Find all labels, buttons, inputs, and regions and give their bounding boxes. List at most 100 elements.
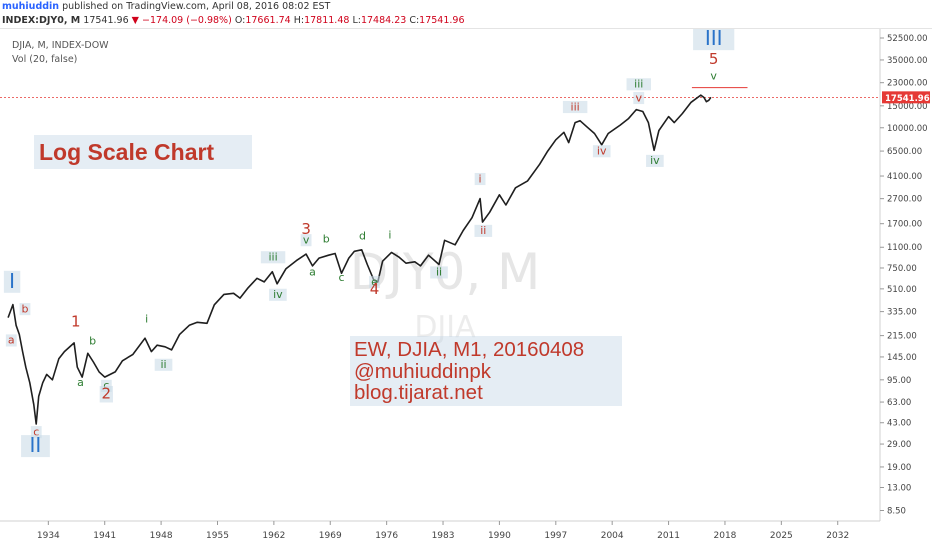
y-tick-label: 2700.00 — [887, 195, 922, 205]
x-tick-label: 2004 — [601, 531, 624, 541]
publish-info: published on TradingView.com, April 08, … — [62, 1, 331, 12]
x-tick-label: 1969 — [319, 531, 342, 541]
wave-label: iii — [571, 100, 580, 113]
ohlc-bar: INDEX:DJY0, M 17541.96 ▼ −174.09 (−0.98%… — [0, 14, 932, 29]
wave-label: b — [323, 233, 330, 246]
wave-label: i — [479, 172, 482, 185]
wave-label-bg — [633, 91, 645, 105]
wave-label: III — [705, 29, 723, 50]
x-tick-label: 2011 — [657, 531, 680, 541]
y-tick-label: 52500.00 — [887, 34, 928, 44]
wave-label-bg — [626, 78, 651, 91]
wave-label: II — [30, 433, 42, 457]
info-note: EW, DJIA, M1, 20160408 @muhiuddinpk blog… — [350, 336, 622, 406]
y-tick-label: 4100.00 — [887, 172, 922, 182]
y-tick-label: 19.00 — [887, 463, 911, 473]
wave-label: v — [710, 69, 717, 82]
log-scale-note: Log Scale Chart — [34, 135, 252, 169]
wave-label-bg — [592, 145, 611, 158]
wave-label-bg — [3, 270, 21, 293]
y-tick-label: 63.00 — [887, 398, 911, 408]
log-scale-text: Log Scale Chart — [39, 139, 215, 165]
wave-label: i — [388, 229, 391, 242]
series-legend[interactable]: DJIA, M, INDEX-DOW — [12, 40, 109, 51]
y-tick-label: 510.00 — [887, 285, 917, 295]
close-value: 17541.96 — [419, 15, 465, 26]
y-tick-label: 95.00 — [887, 376, 911, 386]
low-label: L: — [352, 15, 361, 26]
last-price-label: 17541.96 — [885, 94, 930, 104]
wave-label: ii — [160, 358, 166, 371]
y-tick-label: 23000.00 — [887, 79, 928, 89]
high-value: 17811.48 — [304, 15, 350, 26]
wave-label: c — [103, 379, 109, 392]
y-tick-label: 8.50 — [887, 506, 906, 516]
high-label: H: — [293, 15, 305, 26]
wave-label-bg — [154, 358, 173, 371]
info-line-3: blog.tijarat.net — [354, 381, 483, 404]
author-link[interactable]: muhiuddin — [2, 1, 60, 12]
wave-label-bg — [30, 426, 42, 439]
wave-label-bg — [5, 334, 17, 347]
y-tick-label: 35000.00 — [887, 56, 928, 66]
y-tick-label: 29.00 — [887, 440, 911, 450]
wave-label-bg — [562, 100, 588, 114]
volume-legend[interactable]: Vol (20, false) — [12, 54, 78, 65]
wave-label: a — [77, 376, 84, 389]
wave-label: c — [339, 271, 345, 284]
y-tick-label: 145.00 — [887, 353, 917, 363]
wave-label: iii — [634, 78, 643, 91]
x-tick-label: 1934 — [37, 531, 60, 541]
wave-label: i — [145, 312, 148, 325]
wave-label: iii — [268, 251, 277, 264]
wave-label-bg — [19, 303, 31, 316]
y-tick-label: 1100.00 — [887, 243, 922, 253]
publish-header: muhiuddin published on TradingView.com, … — [0, 0, 932, 14]
y-tick-label: 750.00 — [887, 264, 917, 274]
info-line-1: EW, DJIA, M1, 20160408 — [354, 338, 585, 361]
down-arrow-icon: ▼ — [131, 15, 139, 26]
y-tick-label: 335.00 — [887, 308, 917, 318]
chart-area[interactable]: DJY0, M DJIA 8.50 13.00 19.00 29.00 43.00 63.00… — [0, 26, 932, 550]
wave-label-bg — [693, 28, 735, 51]
wave-label: d — [359, 229, 366, 242]
wave-label: iv — [273, 288, 283, 301]
x-tick-label: 1955 — [206, 531, 229, 541]
wave-label: 5 — [709, 50, 719, 68]
wave-label: v — [303, 233, 310, 246]
wave-label: b — [89, 335, 96, 348]
wave-label: iv — [597, 145, 607, 158]
wave-label-bg — [99, 385, 113, 403]
x-tick-label: 1976 — [375, 531, 398, 541]
y-tick-label: 43.00 — [887, 419, 911, 429]
wave-label: a — [309, 266, 316, 279]
price-chart[interactable]: DJY0, MDJIA8.5013.0019.0029.0043.0063.00… — [0, 26, 932, 550]
wave-label: I — [9, 269, 15, 293]
y-tick-label: 15000.00 — [887, 102, 928, 112]
last-price-tag — [882, 91, 930, 104]
wave-label: b — [21, 302, 28, 315]
wave-label-bg — [474, 224, 493, 237]
y-tick-label: 13.00 — [887, 483, 911, 493]
wave-label: 1 — [71, 312, 81, 330]
wave-label: e — [371, 275, 378, 288]
wave-label-bg — [269, 288, 287, 301]
wave-label-bg — [474, 172, 486, 186]
close-label: C: — [409, 15, 420, 26]
wave-label-bg — [300, 234, 312, 247]
wave-label: ii — [436, 266, 442, 279]
wave-label: 3 — [301, 220, 311, 238]
price-series-line[interactable] — [7, 94, 712, 425]
wave-label: 4 — [370, 280, 380, 298]
wave-label-bg — [646, 154, 664, 167]
last-value: 17541.96 — [83, 15, 129, 26]
wave-label: 2 — [102, 385, 112, 403]
wave-label-bg — [100, 379, 112, 392]
price-axis[interactable] — [880, 29, 932, 550]
x-tick-label: 2025 — [770, 531, 793, 541]
open-value: 17661.74 — [245, 15, 291, 26]
x-tick-label: 1990 — [488, 531, 511, 541]
open-label: O: — [234, 15, 246, 26]
wave-label-bg — [369, 275, 380, 289]
y-tick-label: 6500.00 — [887, 147, 922, 157]
